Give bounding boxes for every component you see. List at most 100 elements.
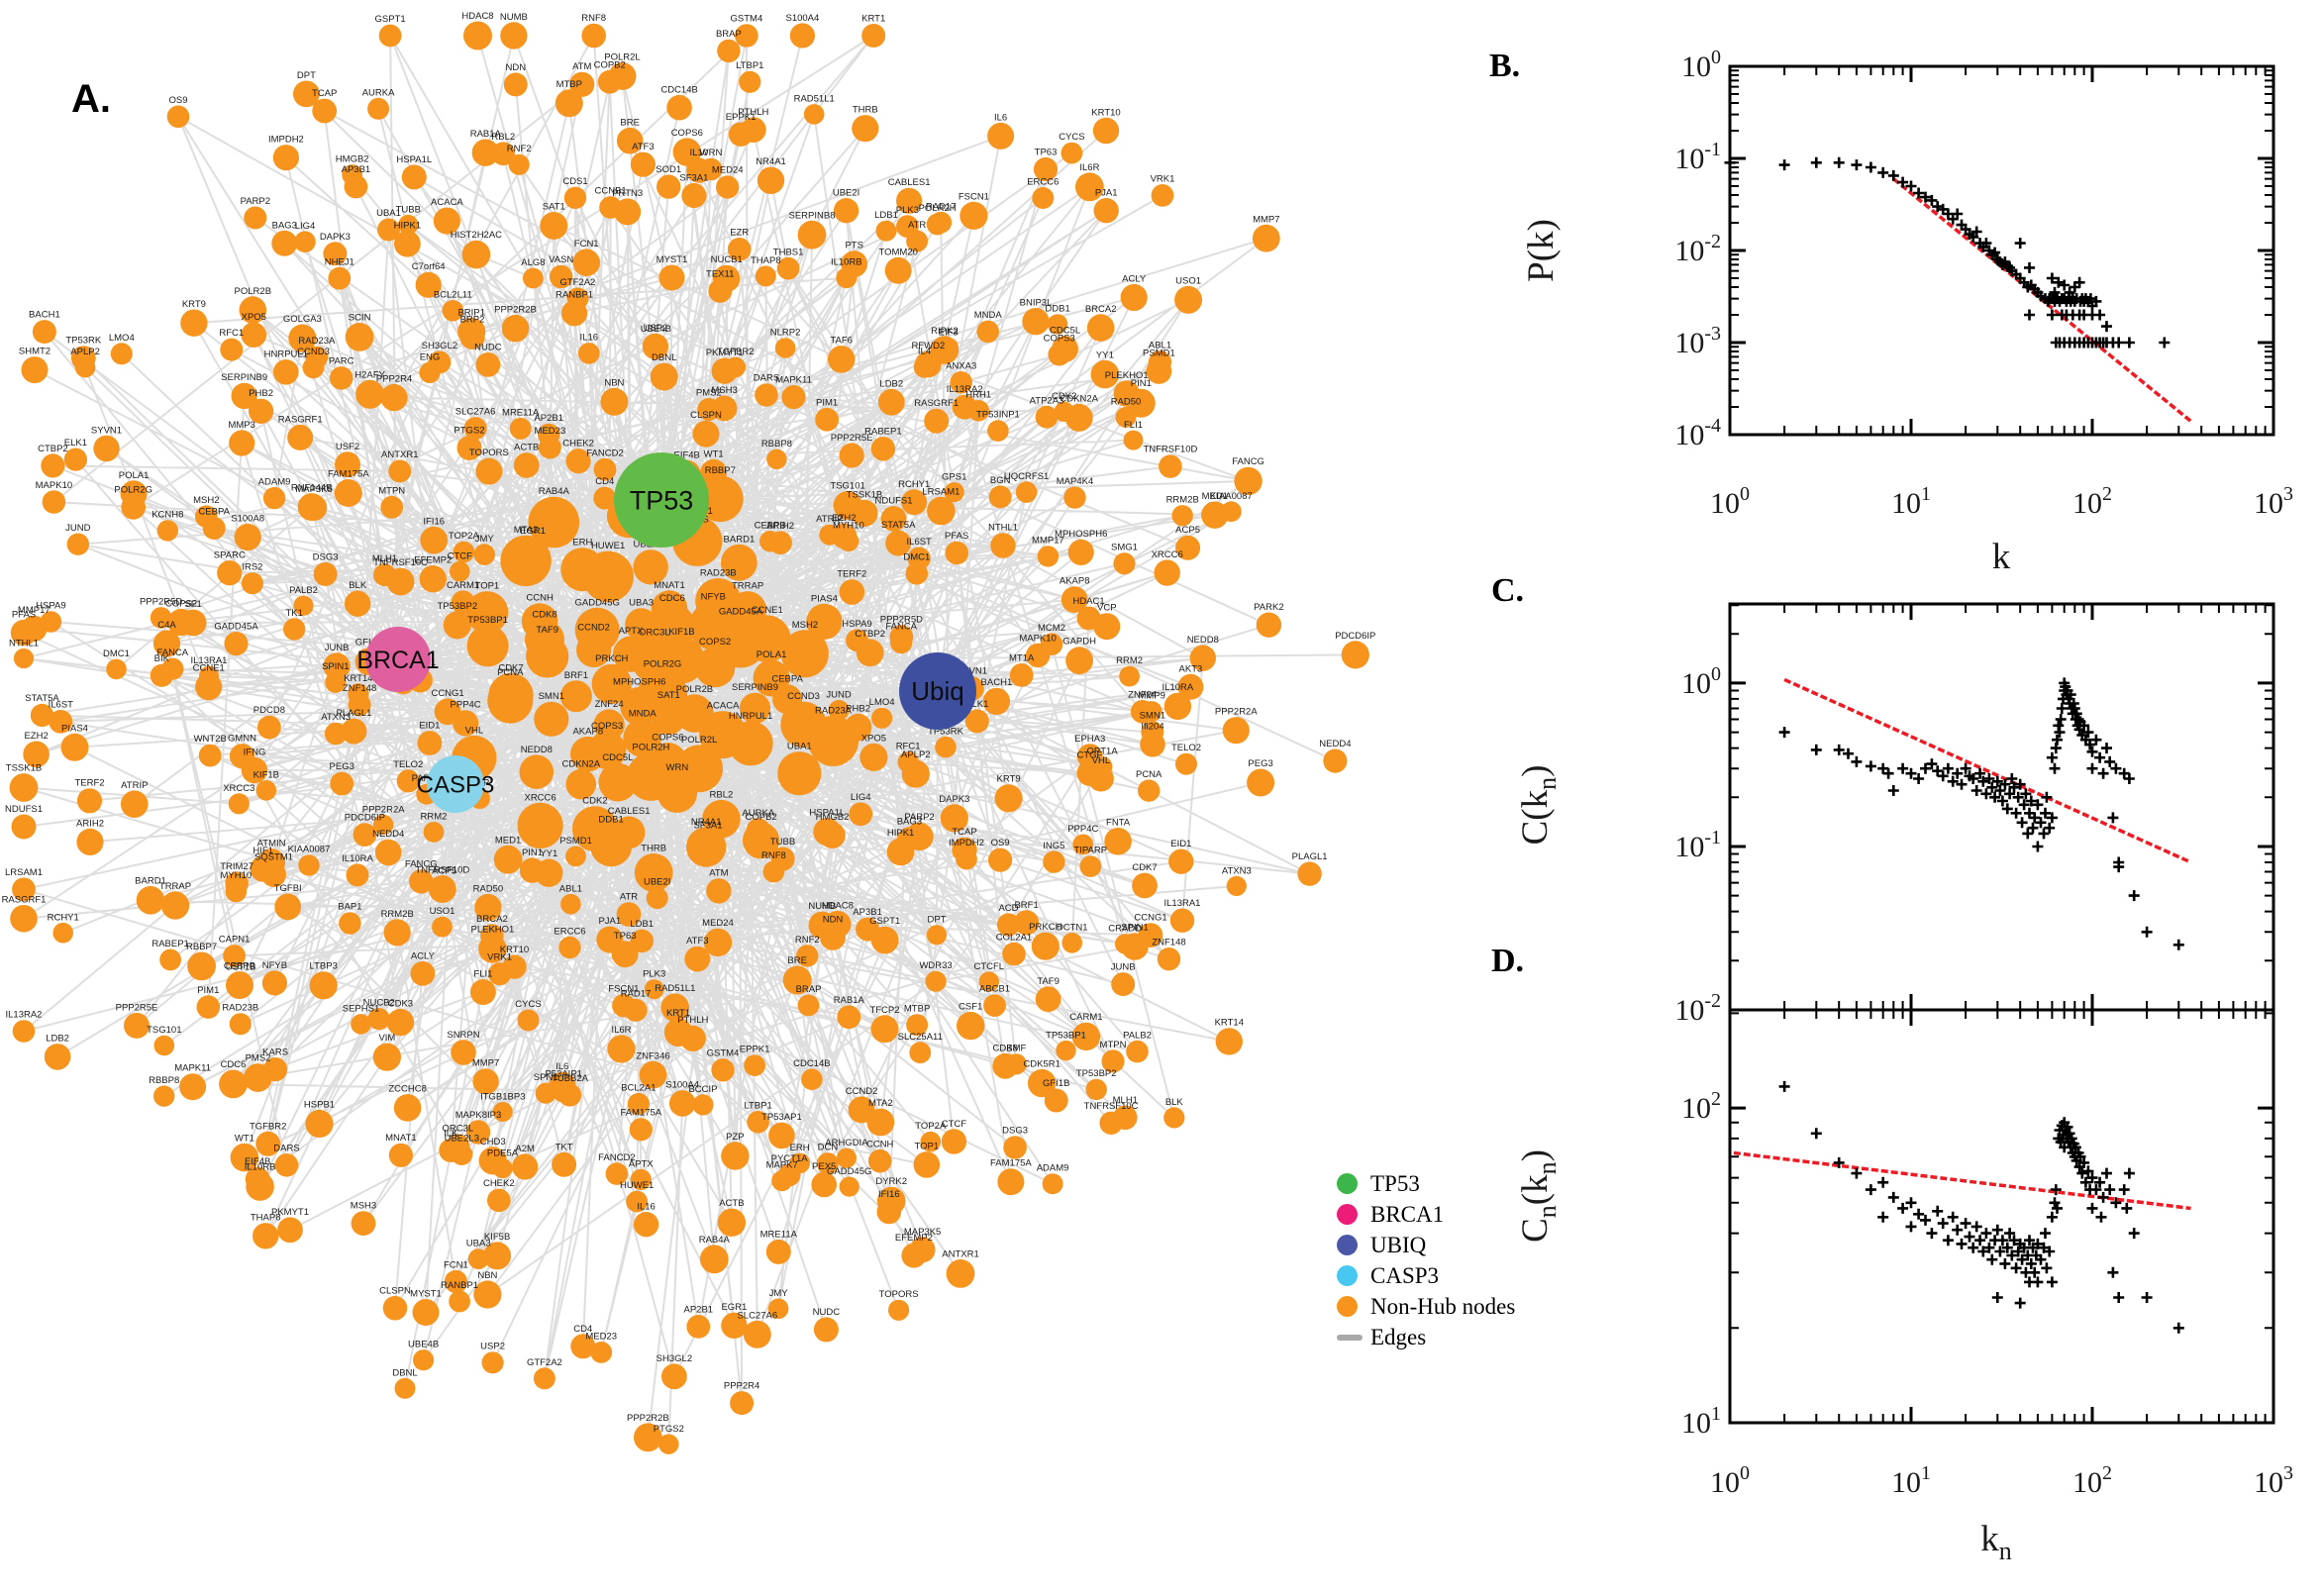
svg-text:MYH10: MYH10 [833,521,864,532]
svg-text:FANCD2: FANCD2 [598,1152,635,1163]
svg-text:TIPARP: TIPARP [1073,846,1107,856]
svg-text:TSSK1B: TSSK1B [847,489,882,500]
tick-label: 10-2 [1674,231,1721,267]
svg-text:SOD1: SOD1 [656,164,681,175]
svg-text:BCL2L11: BCL2L11 [434,290,472,301]
svg-text:NFYB: NFYB [262,960,287,971]
svg-text:AURKA: AURKA [742,808,774,819]
svg-text:RBL2: RBL2 [491,132,515,143]
svg-text:DDB1: DDB1 [598,814,623,825]
svg-text:MTA2: MTA2 [868,1098,893,1109]
svg-text:SAT1: SAT1 [657,690,680,701]
svg-text:EZH2: EZH2 [24,731,48,742]
tick-label: 102 [1681,1088,1721,1125]
svg-text:POLR2H: POLR2H [919,203,957,214]
svg-text:EPHA3: EPHA3 [1074,734,1105,745]
svg-text:ATR: ATR [620,892,638,903]
svg-text:TRRAP: TRRAP [159,881,191,892]
svg-text:MLH1: MLH1 [372,553,397,564]
svg-text:ZCCHC8: ZCCHC8 [388,1084,427,1095]
svg-text:ATM: ATM [709,868,728,879]
svg-text:CHD3: CHD3 [480,1137,506,1147]
svg-text:PDCD8: PDCD8 [253,705,285,716]
svg-text:RAD51L1: RAD51L1 [655,983,695,994]
svg-text:TAF9: TAF9 [536,625,558,636]
svg-text:TP53AP1: TP53AP1 [761,1112,802,1123]
svg-text:PHB2: PHB2 [249,388,273,399]
svg-text:KRT14: KRT14 [344,673,372,684]
svg-text:RAD51L1: RAD51L1 [794,94,835,105]
svg-text:MED23: MED23 [535,426,566,437]
svg-text:PIN1: PIN1 [1131,378,1152,389]
svg-text:MSH2: MSH2 [193,495,219,506]
hub-node-label: Ubiq [911,676,963,706]
svg-text:FAM175A: FAM175A [990,1158,1032,1169]
svg-text:PEG3: PEG3 [330,761,354,772]
svg-text:PCNA: PCNA [1136,769,1162,780]
svg-text:DBNL: DBNL [392,1367,417,1378]
svg-text:FCN1: FCN1 [574,239,599,249]
svg-text:ACACA: ACACA [707,701,740,712]
svg-text:PSMD1: PSMD1 [559,836,592,847]
svg-text:FAM175A: FAM175A [620,1108,661,1119]
svg-text:MTA2: MTA2 [514,525,539,536]
svg-text:ACLY: ACLY [411,950,436,961]
svg-text:CDK2: CDK2 [582,796,607,807]
svg-text:BRAP: BRAP [716,29,742,40]
svg-text:SERPINB9: SERPINB9 [732,682,778,693]
svg-text:APTX: APTX [619,626,644,637]
svg-text:DCN: DCN [818,1143,839,1153]
svg-text:CCNH: CCNH [526,593,554,604]
svg-text:RBBP7: RBBP7 [705,465,736,476]
svg-text:MAP4K4: MAP4K4 [1057,476,1094,487]
svg-text:FAM175A: FAM175A [328,469,369,480]
svg-text:TCAP: TCAP [312,88,337,99]
svg-text:NFYB: NFYB [701,591,726,602]
svg-text:CTCF: CTCF [448,550,473,561]
svg-text:Ifi204: Ifi204 [1141,722,1163,733]
svg-text:IFI16: IFI16 [878,1189,900,1200]
svg-text:PZP: PZP [726,1132,744,1143]
tick-label: 100 [1681,663,1721,700]
svg-text:DMC1: DMC1 [903,552,930,563]
svg-text:PEX5: PEX5 [812,1161,836,1172]
svg-text:CDC14B: CDC14B [793,1058,831,1069]
svg-text:OPT1A: OPT1A [1087,746,1119,756]
svg-text:CABLES1: CABLES1 [608,806,651,817]
svg-text:XPO5: XPO5 [861,733,886,744]
svg-text:GFI1B: GFI1B [1043,1078,1069,1089]
svg-text:PEG3: PEG3 [1248,758,1272,769]
svg-text:ERH: ERH [790,1143,810,1153]
svg-text:NDN: NDN [823,914,844,925]
svg-text:BAP1: BAP1 [338,902,361,913]
svg-text:DAPK3: DAPK3 [320,232,351,243]
hub-node-label: BRCA1 [356,647,439,674]
svg-text:GOLGA3: GOLGA3 [283,314,322,325]
svg-text:BCCIP: BCCIP [688,1084,717,1095]
svg-text:TAF6: TAF6 [830,336,853,347]
svg-text:PRKCH: PRKCH [1029,922,1061,933]
svg-text:ATP2A3: ATP2A3 [1030,395,1064,406]
svg-text:LIG4: LIG4 [851,792,871,803]
svg-text:POLR2L: POLR2L [604,52,640,63]
svg-text:HSPA1L: HSPA1L [809,808,845,819]
svg-text:SERPINB9: SERPINB9 [221,372,267,383]
svg-text:RANBP1: RANBP1 [441,1280,478,1291]
svg-text:ERH: ERH [572,538,592,549]
svg-text:RAD23A: RAD23A [298,336,336,347]
svg-text:GSPT1: GSPT1 [375,14,406,25]
svg-text:BRF1: BRF1 [1014,900,1038,911]
svg-text:PJA1: PJA1 [1095,188,1118,199]
svg-text:TEX11: TEX11 [706,269,734,280]
svg-text:DMC1: DMC1 [103,648,130,659]
tick-label: 10-1 [1674,139,1721,175]
tick-labels: 100 101 102 103 100 10-1 10-2 10-3 10-4 [1674,47,2293,520]
svg-text:NR4A1: NR4A1 [691,817,722,828]
svg-text:KRT1: KRT1 [666,1008,690,1019]
svg-text:RAD23B: RAD23B [222,1003,258,1014]
svg-text:AURKA: AURKA [362,87,395,98]
svg-text:CDC5L: CDC5L [602,752,633,763]
svg-text:TOP1: TOP1 [475,581,500,592]
svg-text:BRAP: BRAP [796,984,822,995]
svg-text:COPS2: COPS2 [165,599,197,610]
